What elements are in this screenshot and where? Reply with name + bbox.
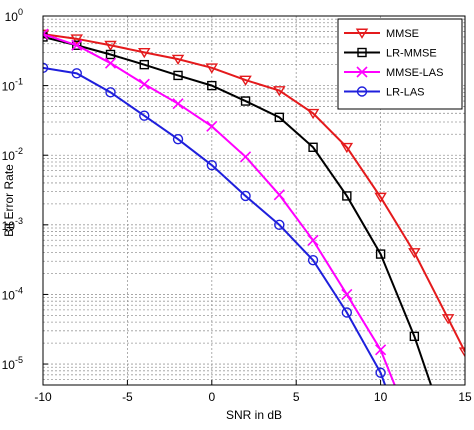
x-tick-label: -5 [122,390,133,404]
marker-triangle [138,47,151,59]
marker-triangle [70,34,84,45]
legend-entry: MMSE [344,28,419,40]
series-lr-las [43,62,387,385]
series-layer [43,28,465,385]
series-line [43,33,465,353]
marker-triangle [104,40,117,52]
marker-triangle [408,248,421,259]
x-axis: -10 -5 0 5 10 15 [34,380,472,404]
x-tick-label: 0 [208,390,215,404]
y-tick-label: 10-2 [2,146,23,163]
legend: MMSE LR-MMSE MMSE-LAS LR-LAS [337,18,463,110]
marker-square [375,249,386,259]
marker-circle [341,307,353,318]
marker-triangle [441,314,455,325]
legend-label: LR-LAS [386,87,425,99]
marker-x [71,39,83,51]
marker-triangle [355,28,369,39]
marker-x [172,98,184,110]
marker-circle [71,68,82,79]
marker-square [173,70,183,81]
plot-frame [42,15,466,386]
marker-square [357,47,367,58]
y-tick-label: 10-5 [2,355,23,372]
marker-circle [375,367,386,378]
marker-square [105,49,116,60]
marker-triangle [273,86,286,97]
legend-entry: LR-LAS [344,86,425,99]
marker-square [409,331,420,342]
marker-square [342,191,352,201]
x-tick-label: 15 [458,390,472,404]
marker-triangle [458,347,465,358]
marker-circle [43,62,49,74]
marker-circle [105,87,116,98]
marker-circle [206,159,218,171]
series-line [43,35,433,385]
marker-square [139,59,149,70]
marker-square [308,142,318,152]
series-line [43,66,387,385]
series-mmse [43,29,465,358]
marker-triangle [239,75,252,86]
y-tick-label: 10-3 [2,216,23,233]
marker-triangle [205,63,219,74]
x-tick-label: -10 [34,390,52,404]
marker-x [341,288,353,301]
marker-x [307,234,319,246]
y-axis-label: Bit Error Rate [2,164,16,237]
marker-circle [139,110,150,121]
marker-x [375,344,387,356]
series-line [43,33,396,385]
marker-square [274,112,285,123]
marker-x [239,151,252,163]
y-axis: 100 10-1 10-2 10-3 10-4 10-5 [2,7,48,372]
marker-triangle [171,54,185,65]
marker-triangle [306,108,320,120]
marker-x [138,78,150,90]
x-tick-label: 10 [374,390,388,404]
marker-triangle [374,192,387,203]
marker-square [207,80,217,91]
legend-entry: MMSE-LAS [344,66,443,79]
marker-x [43,28,49,40]
marker-circle [240,190,251,202]
series-mmse-las [43,28,396,385]
legend-label: MMSE-LAS [386,67,443,79]
x-axis-label: SNR in dB [226,408,282,422]
y-tick-label: 100 [5,7,23,24]
marker-x [206,120,218,132]
marker-triangle [340,142,354,154]
y-tick-label: 10-1 [2,77,23,94]
marker-x [273,189,285,201]
marker-circle [356,86,368,97]
marker-circle [274,219,285,231]
marker-x [104,57,117,69]
marker-circle [307,255,319,266]
marker-square [72,40,82,50]
marker-square [240,96,251,106]
marker-x [356,66,368,78]
marker-circle [172,133,184,145]
legend-label: LR-MMSE [386,48,437,60]
x-tick-label: 5 [293,390,300,404]
legend-label: MMSE [386,28,419,40]
y-tick-label: 10-4 [2,285,23,302]
legend-entry: LR-MMSE [344,48,437,60]
